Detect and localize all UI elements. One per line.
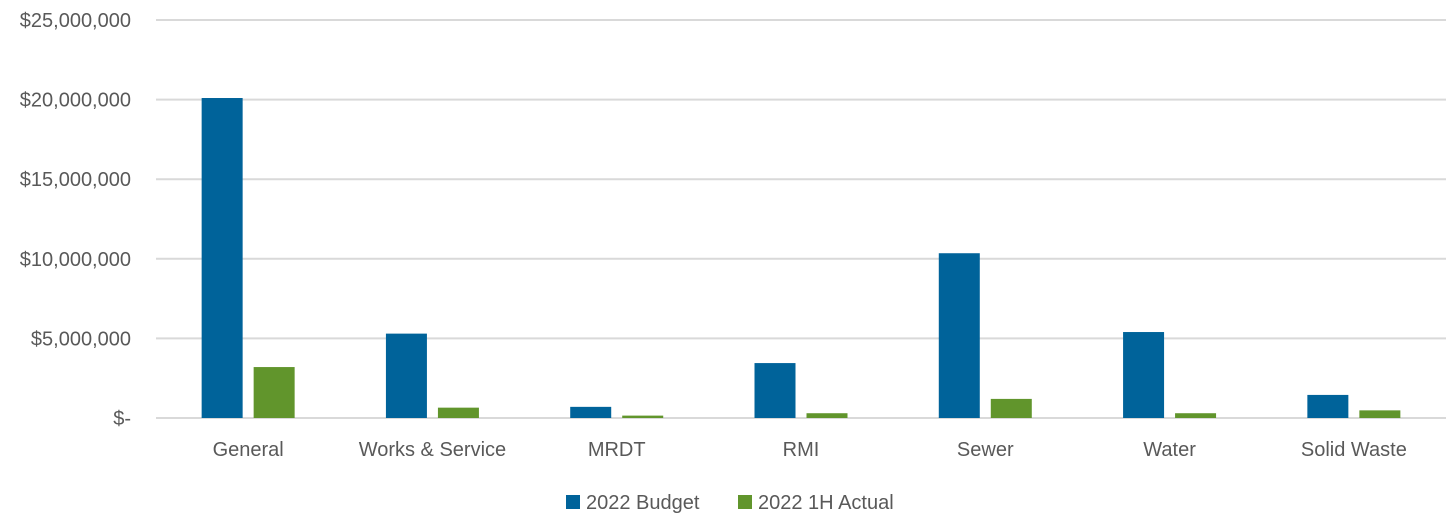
- legend-swatch: [566, 495, 580, 509]
- y-axis-ticks: $- $5,000,000 $10,000,000 $15,000,000 $20,00…: [20, 10, 131, 430]
- legend-swatch: [738, 495, 752, 509]
- bar-actual-works-service: [437, 407, 479, 418]
- bar-actual-general: [253, 367, 295, 418]
- x-category-label: Sewer: [957, 439, 1014, 461]
- x-category-label: Water: [1143, 439, 1196, 461]
- y-tick-label: $10,000,000: [20, 249, 131, 271]
- bar-actual-water: [1175, 413, 1217, 418]
- y-tick-label: $-: [113, 408, 131, 430]
- x-category-label: RMI: [783, 439, 820, 461]
- bar-actual-sewer: [990, 398, 1032, 418]
- bar-actual-mrdt: [622, 415, 664, 418]
- y-tick-label: $25,000,000: [20, 10, 131, 32]
- legend-label: 2022 1H Actual: [758, 492, 894, 514]
- y-tick-label: $20,000,000: [20, 90, 131, 112]
- bar-budget-sewer: [938, 253, 980, 418]
- x-category-label: MRDT: [588, 439, 646, 461]
- y-tick-label: $15,000,000: [20, 169, 131, 191]
- bar-actual-solid-waste: [1359, 410, 1401, 418]
- bars: [201, 98, 1401, 419]
- gridlines: [156, 19, 1446, 419]
- x-axis-categories: General Works & Service MRDT RMI Sewer Water S…: [213, 439, 1407, 461]
- bar-budget-works-service: [385, 333, 427, 418]
- bar-budget-water: [1123, 332, 1165, 418]
- legend-label: 2022 Budget: [586, 492, 700, 514]
- x-category-label: Works & Service: [359, 439, 506, 461]
- bar-budget-general: [201, 98, 243, 419]
- bar-budget-rmi: [754, 363, 796, 418]
- legend: 2022 Budget 2022 1H Actual: [566, 492, 894, 514]
- x-category-label: Solid Waste: [1301, 439, 1407, 461]
- bar-budget-mrdt: [570, 406, 612, 418]
- bar-actual-rmi: [806, 413, 848, 418]
- bar-budget-solid-waste: [1307, 394, 1349, 418]
- x-category-label: General: [213, 439, 284, 461]
- y-tick-label: $5,000,000: [31, 328, 131, 350]
